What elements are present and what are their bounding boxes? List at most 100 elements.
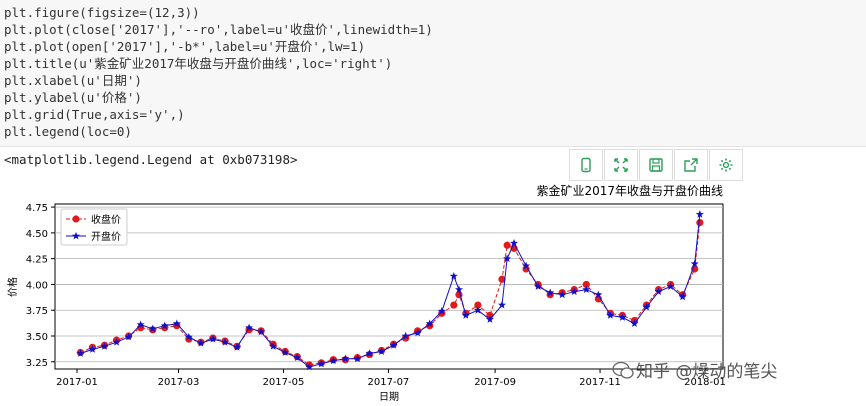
open-price-point: [437, 307, 446, 315]
open-price-point: [690, 259, 699, 268]
close-price-point: [582, 280, 590, 289]
open-price-point: [558, 290, 567, 299]
open-price-point: [257, 327, 266, 336]
x-axis-label: 日期: [379, 391, 399, 403]
open-price-point: [455, 285, 463, 293]
close-price-point: [474, 301, 482, 309]
open-price-point: [498, 300, 506, 309]
open-price-point: [377, 347, 386, 355]
x-tick-label: 2017-09: [474, 377, 516, 388]
open-price-point: [172, 319, 181, 327]
x-tick-label: 2017-03: [158, 377, 200, 388]
watermark: 知乎 @燥动的笔尖: [636, 362, 778, 382]
legend-marker: [72, 215, 80, 223]
series-group: [76, 210, 704, 371]
open-price-point: [88, 345, 97, 353]
open-price-point: [546, 288, 555, 297]
y-tick-label: 4.00: [26, 280, 48, 291]
close-price-point: [503, 241, 511, 249]
close-price-point: [696, 218, 704, 227]
open-price-point: [317, 359, 326, 368]
tablet-icon: [581, 157, 591, 173]
open-price-point: [485, 315, 494, 323]
y-tick-label: 4.50: [26, 229, 48, 240]
open-price-point: [401, 331, 410, 340]
open-price-point: [148, 324, 157, 333]
open-price-point: [582, 285, 591, 293]
open-price-point: [208, 334, 217, 343]
legend-label: 开盘价: [91, 230, 121, 243]
code-cell[interactable]: plt.figure(figsize=(12,3)) plt.plot(clos…: [0, 0, 866, 147]
gear-icon: [719, 158, 733, 172]
open-price-point: [329, 356, 338, 365]
open-price-point: [124, 332, 133, 341]
save-button[interactable]: [639, 149, 673, 181]
open-price-point: [413, 328, 422, 337]
x-tick-label: 2017-07: [368, 377, 410, 388]
open-price-point: [221, 338, 229, 346]
x-tick-label: 2017-05: [263, 377, 305, 388]
open-price-point: [618, 313, 627, 321]
x-tick-label: 2017-01: [56, 377, 98, 388]
share-icon: [684, 158, 698, 172]
open-price-point: [365, 349, 374, 357]
code-line: plt.plot(open['2017'],'-b*',label=u'开盘价'…: [4, 39, 366, 54]
y-axis-label: 价格: [6, 277, 19, 297]
open-price-point: [184, 332, 193, 341]
open-price-point: [76, 349, 85, 357]
expand-icon: [614, 158, 628, 172]
share-button[interactable]: [674, 149, 708, 181]
close-price-point: [498, 275, 506, 283]
y-axis: 3.25 3.50 3.75 4.00 4.25 4.50 4.75: [26, 203, 55, 369]
open-price-point: [100, 342, 109, 350]
legend-label: 收盘价: [91, 213, 121, 226]
open-price-point: [449, 272, 458, 280]
code-line: plt.xlabel(u'日期'): [4, 73, 142, 88]
open-price-point: [293, 353, 302, 362]
wechat-icon: [612, 361, 634, 379]
open-price-point: [425, 319, 434, 327]
chart-title: 紫金矿业2017年收盘与开盘价曲线: [536, 183, 723, 198]
code-line: plt.title(u'紫金矿业2017年收盘与开盘价曲线',loc='righ…: [4, 56, 393, 71]
open-price-point: [196, 339, 205, 347]
open-price-point: [233, 343, 241, 351]
y-tick-label: 4.25: [26, 255, 48, 266]
open-price-point: [666, 282, 675, 290]
open-price-point: [461, 311, 470, 319]
open-price-point: [245, 323, 253, 332]
code-line: plt.grid(True,axis='y',): [4, 107, 185, 122]
open-price-point: [112, 338, 121, 346]
tablet-button[interactable]: [569, 149, 603, 181]
open-price-point: [522, 261, 531, 270]
y-tick-label: 3.75: [26, 306, 48, 317]
save-icon: [649, 158, 663, 172]
y-tick-label: 4.75: [26, 203, 48, 214]
open-price-point: [503, 254, 512, 263]
open-price-point: [389, 341, 398, 349]
chart-toolbar: [569, 149, 744, 181]
close-price-point: [691, 265, 699, 273]
open-price-point: [695, 210, 704, 218]
price-chart: 紫金矿业2017年收盘与开盘价曲线 3.25 3.50 3.75 4.00 4.25 4.…: [6, 183, 726, 403]
y-tick-label: 3.25: [26, 358, 48, 369]
open-price-point: [630, 319, 639, 327]
open-price-point: [473, 306, 482, 314]
open-price-point: [534, 282, 543, 290]
open-price-point: [353, 354, 362, 363]
open-price-point: [594, 290, 603, 299]
open-price-point: [341, 354, 350, 363]
close-price-point: [450, 301, 458, 309]
open-price-point: [305, 362, 314, 371]
x-tick-label: 2018-01: [684, 377, 726, 388]
legend-marker: [72, 231, 80, 240]
y-gridlines: [55, 206, 723, 363]
code-line: plt.ylabel(u'价格'): [4, 90, 142, 105]
code-line: plt.plot(close['2017'],'--ro',label=u'收盘…: [4, 22, 433, 37]
code-line: plt.legend(loc=0): [4, 124, 132, 139]
plot-area: [54, 203, 724, 370]
expand-button[interactable]: [604, 149, 638, 181]
open-price-point: [570, 287, 579, 296]
settings-button[interactable]: [709, 149, 743, 181]
open-price-point: [281, 348, 290, 356]
